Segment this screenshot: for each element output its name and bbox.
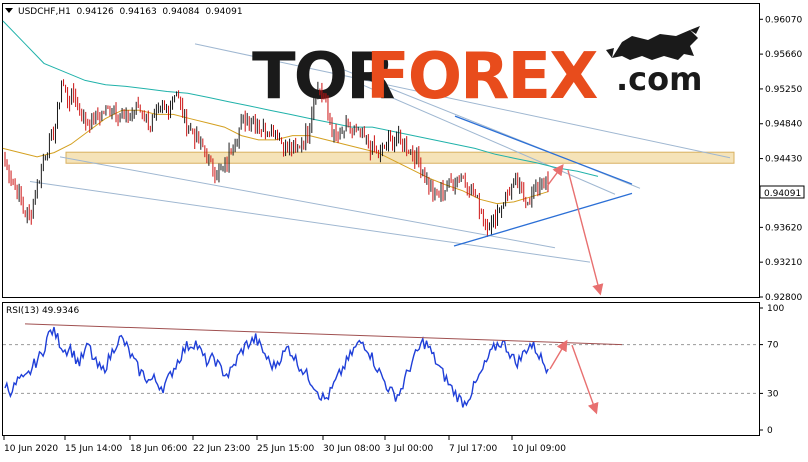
price-tick-label: 0.96070 [765,15,802,25]
time-tick-label: 25 Jun 15:00 [257,444,314,454]
channel-line [359,83,616,195]
rsi-forecast-up [549,339,568,370]
price-tick-label: 0.94840 [765,120,802,130]
price-tick-label: 0.95250 [765,85,802,95]
ma-fast-line [2,109,549,205]
trend-lines [453,115,633,247]
rsi-tick-label: 30 [767,389,779,399]
channel-line [59,156,556,249]
forecast-arrow-down [567,170,604,296]
rsi-tick-label: 70 [767,341,779,351]
rsi-forecast-down [571,344,599,415]
resistance-zone-layer [65,151,735,164]
channel-lines [29,43,731,263]
rsi-panel-frame [2,302,760,436]
price-axis: 0.96070 0.95660 0.95250 0.94840 0.94430 0.940… [759,15,802,303]
collapse-triangle-icon[interactable] [5,8,13,13]
candles [4,79,549,237]
logo-com: .com [616,60,702,98]
rsi-line [4,326,549,408]
time-tick-label: 15 Jun 14:00 [65,444,122,454]
price-forecast [547,163,604,296]
symbol-header: USDCHF,H1 0.94126 0.94163 0.94084 0.9409… [18,7,243,17]
price-tick-label: 0.93620 [765,223,802,233]
channel-line [29,181,591,263]
resistance-zone [65,151,735,164]
channel-line [194,43,731,159]
price-tick-label: 0.92800 [765,293,802,303]
logo-tor: TOR [252,40,394,114]
time-tick-label: 22 Jun 23:00 [193,444,250,454]
rsi-trend-line [24,323,623,346]
trend-line [454,115,633,185]
rsi-axis: 100 70 30 0 [759,304,784,436]
bull-icon [606,26,700,60]
rsi-series [4,323,623,415]
price-tick-label: 0.95660 [765,50,802,60]
price-tick-label: 0.94430 [765,155,802,165]
current-price-label: 0.94091 [764,189,801,199]
moving-averages [2,20,599,205]
rsi-header: RSI(13) 49.9346 [6,306,79,316]
forecast-arrow-up [547,163,564,186]
rsi-levels [3,344,759,394]
current-price-tag: 0.94091 [759,185,805,199]
time-tick-label: 10 Jul 09:00 [512,444,566,454]
trend-line [453,192,633,247]
logo-forex: FOREX [366,40,598,114]
rsi-tick-label: 100 [767,304,784,314]
time-tick-label: 3 Jul 00:00 [385,444,434,454]
time-tick-label: 7 Jul 17:00 [449,444,498,454]
ma-slow-line [2,20,599,177]
rsi-tick-label: 0 [767,426,773,436]
time-axis: 10 Jun 2020 15 Jun 14:00 18 Jun 06:00 22 Ju… [3,436,566,454]
time-tick-label: 30 Jun 08:00 [323,444,380,454]
time-tick-label: 10 Jun 2020 [4,444,58,454]
price-tick-label: 0.93210 [765,258,802,268]
torforex-logo: TOR FOREX .com [252,26,702,114]
time-tick-label: 18 Jun 06:00 [130,444,187,454]
